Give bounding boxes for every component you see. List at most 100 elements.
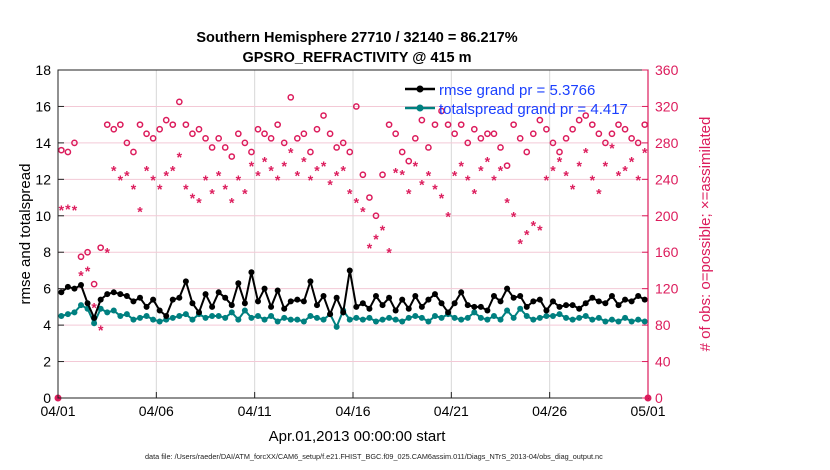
rmse-point [189, 300, 196, 307]
rmse-point [563, 302, 570, 309]
spread-point [110, 307, 117, 314]
spread-point [471, 309, 478, 316]
assimilated-obs-marker: * [622, 163, 628, 179]
rmse-point [294, 296, 301, 303]
assimilated-obs-marker: * [137, 204, 143, 220]
rmse-point [641, 296, 648, 303]
spread-point [366, 314, 373, 321]
possible-obs-marker [64, 148, 72, 156]
y-tick-label-left: 12 [35, 171, 51, 187]
rmse-point [359, 300, 366, 307]
rmse-point [84, 300, 91, 307]
possible-obs-marker [562, 134, 570, 142]
assimilated-obs-marker: * [458, 158, 464, 174]
rmse-point [241, 300, 248, 307]
rmse-point [431, 291, 438, 298]
rmse-point [222, 294, 229, 301]
spread-point [169, 314, 176, 321]
assimilated-obs-marker: * [531, 217, 537, 233]
possible-obs-marker [234, 130, 242, 138]
spread-point [635, 316, 642, 323]
possible-obs-marker [444, 121, 452, 129]
possible-obs-marker [366, 194, 373, 201]
assimilated-obs-marker: * [504, 195, 510, 211]
x-axis-label: Apr.01,2013 00:00:00 start [269, 428, 447, 445]
assimilated-obs-marker: * [472, 186, 478, 202]
rmse-point [608, 292, 615, 299]
spread-point [58, 313, 65, 319]
spread-point [576, 314, 583, 321]
possible-obs-marker [464, 139, 472, 147]
possible-obs-marker [123, 139, 131, 147]
rmse-point [195, 309, 202, 316]
possible-obs-marker [595, 130, 603, 138]
possible-obs-marker [346, 148, 354, 156]
rmse-point [353, 303, 360, 310]
rmse-point [123, 292, 130, 299]
y-tick-label-left: 0 [43, 390, 51, 406]
assimilated-obs-marker: * [629, 154, 635, 170]
possible-obs-marker [287, 93, 295, 101]
rmse-point [300, 298, 307, 305]
rmse-point [176, 294, 183, 301]
assimilated-obs-marker: * [485, 154, 491, 170]
y-tick-label-left: 16 [35, 98, 51, 114]
spread-point [595, 314, 602, 321]
possible-obs-marker [254, 125, 262, 133]
possible-obs-marker [634, 139, 642, 147]
spread-point [418, 314, 425, 321]
spread-point [379, 316, 386, 323]
rmse-point [392, 307, 399, 314]
possible-obs-marker [385, 121, 393, 129]
assimilated-obs-marker: * [85, 263, 91, 279]
rmse-point [399, 296, 406, 303]
possible-obs-marker [149, 134, 157, 142]
rmse-point [635, 292, 642, 299]
possible-obs-marker [162, 116, 170, 124]
assimilated-obs-marker: * [268, 163, 274, 179]
rmse-point [602, 300, 609, 307]
assimilated-obs-marker: * [413, 158, 419, 174]
assimilated-obs-marker: * [255, 167, 261, 183]
possible-obs-marker [523, 148, 531, 156]
assimilated-obs-marker: * [393, 165, 399, 181]
assimilated-obs-marker: * [452, 167, 458, 183]
rmse-point [386, 294, 393, 301]
possible-obs-marker [602, 139, 609, 147]
possible-obs-marker [392, 130, 399, 138]
possible-obs-marker [621, 125, 629, 133]
possible-obs-marker [569, 125, 576, 133]
spread-point [91, 320, 98, 327]
possible-obs-marker [241, 139, 249, 147]
rmse-point [372, 292, 379, 299]
assimilated-obs-marker: * [262, 154, 268, 170]
rmse-point [477, 303, 484, 310]
spread-point [536, 314, 543, 321]
possible-obs-marker [470, 125, 478, 133]
assimilated-obs-marker: * [544, 172, 550, 188]
possible-obs-marker [582, 112, 590, 119]
assimilated-obs-marker: * [511, 208, 517, 224]
spread-point [504, 307, 511, 314]
spread-point [241, 307, 248, 314]
rmse-point [261, 285, 268, 292]
spread-point [294, 316, 301, 323]
rmse-point [484, 307, 491, 314]
possible-obs-marker [228, 153, 236, 160]
assimilated-obs-marker: * [386, 245, 392, 261]
spread-point [425, 318, 432, 325]
spread-point [477, 314, 484, 321]
assimilated-obs-marker: * [281, 158, 287, 174]
possible-obs-marker [57, 146, 65, 154]
rmse-point [58, 289, 65, 296]
rmse-point [464, 302, 471, 309]
assimilated-obs-marker: * [524, 227, 530, 243]
possible-obs-marker [130, 148, 137, 156]
rmse-point [425, 296, 432, 303]
spread-point [510, 314, 517, 321]
y-tick-label-left: 8 [43, 244, 51, 260]
possible-obs-marker [221, 144, 229, 151]
rmse-point [556, 303, 563, 310]
rmse-point [582, 300, 589, 307]
